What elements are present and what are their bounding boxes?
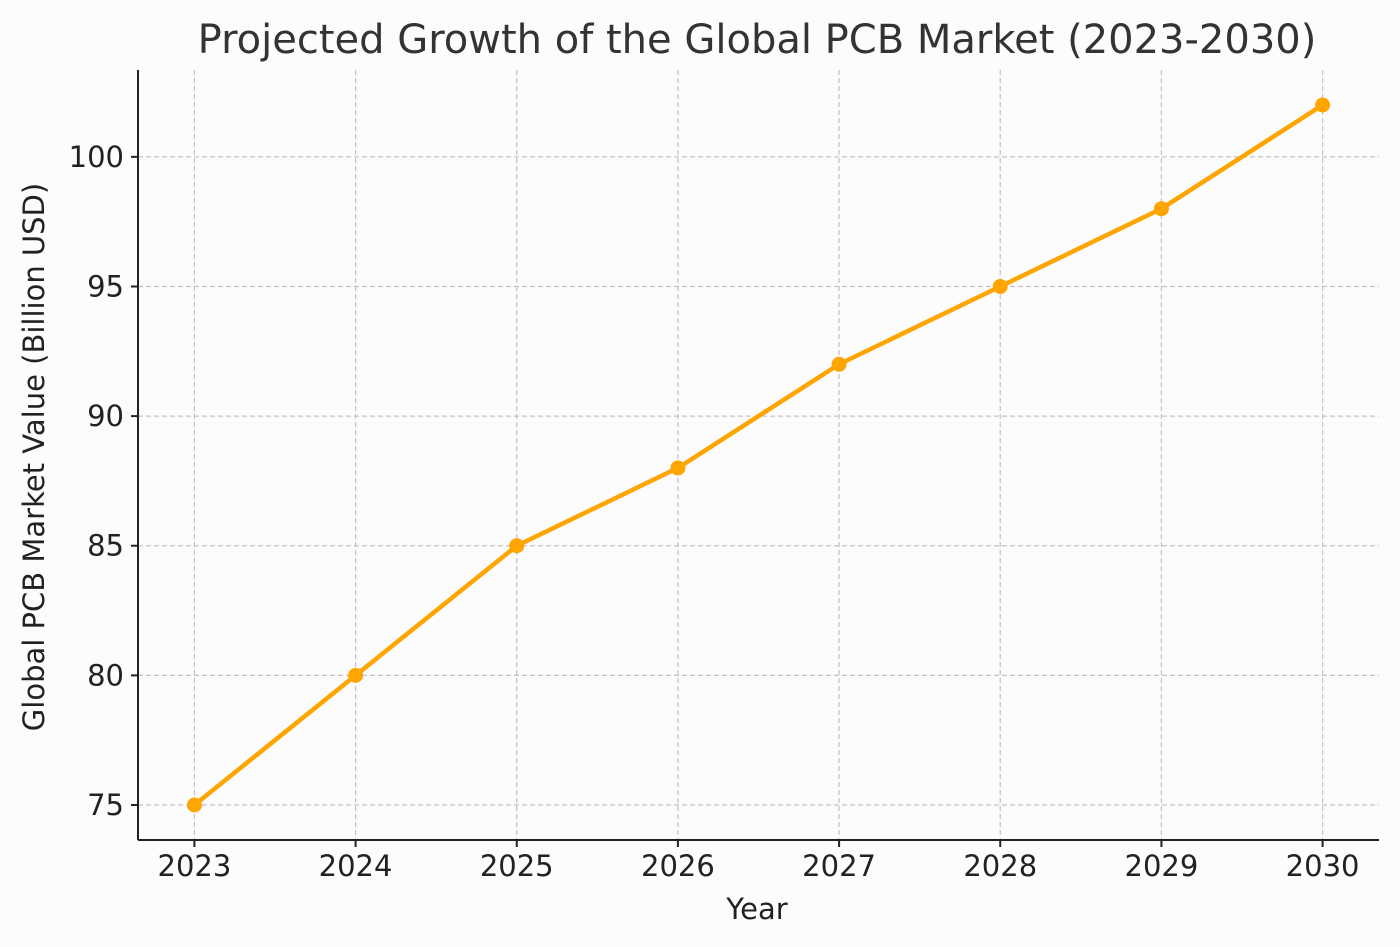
x-tick-label: 2027 — [802, 849, 876, 883]
data-point — [186, 797, 202, 813]
y-tick-label: 100 — [69, 140, 124, 174]
y-tick-label: 80 — [87, 658, 124, 692]
data-point — [509, 538, 525, 554]
y-axis-label: Global PCB Market Value (Billion USD) — [17, 183, 51, 731]
y-tick-labels: 75 80 85 90 95 100 — [69, 140, 124, 822]
chart-title: Projected Growth of the Global PCB Marke… — [198, 17, 1317, 63]
series — [186, 97, 1331, 813]
x-tick-label: 2029 — [1125, 849, 1199, 883]
x-tick-label: 2024 — [319, 849, 393, 883]
x-axis-label: Year — [725, 892, 787, 926]
data-point — [670, 460, 686, 476]
data-point — [831, 356, 847, 372]
series-line — [192, 102, 1325, 808]
y-tick-label: 95 — [87, 269, 124, 303]
x-tick-label: 2026 — [641, 849, 715, 883]
y-tick-label: 75 — [87, 788, 124, 822]
x-tick-labels: 2023 2024 2025 2026 2027 2028 2029 2030 — [158, 849, 1360, 883]
y-tick-label: 90 — [87, 399, 124, 433]
x-tick-label: 2023 — [158, 849, 232, 883]
data-point — [348, 667, 364, 683]
data-point — [1315, 97, 1331, 113]
axes — [131, 70, 1379, 847]
x-tick-label: 2030 — [1286, 849, 1360, 883]
x-tick-label: 2025 — [480, 849, 554, 883]
data-point — [992, 278, 1008, 294]
x-tick-label: 2028 — [963, 849, 1037, 883]
data-point — [1153, 201, 1169, 217]
grid-lines — [138, 70, 1379, 840]
y-tick-label: 85 — [87, 529, 124, 563]
